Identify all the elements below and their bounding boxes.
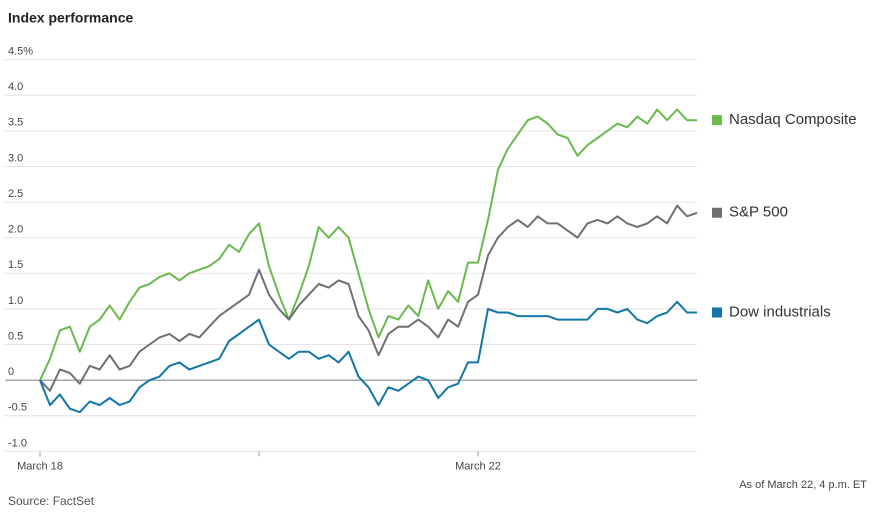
legend-swatch (712, 207, 722, 218)
y-tick-label: 3.0 (8, 152, 23, 164)
y-tick-label: 2.0 (8, 224, 23, 236)
y-tick-label: 1.5 (8, 259, 23, 271)
series-line (39, 300, 697, 414)
x-tick-label: March 22 (455, 460, 501, 472)
y-tick-label: 3.5 (8, 117, 23, 129)
legend-label: Dow industrials (729, 303, 831, 320)
timestamp-note: As of March 22, 4 p.m. ET (739, 479, 867, 491)
x-tick-label: March 18 (17, 460, 63, 472)
source-note: Source: FactSet (8, 494, 95, 508)
y-tick-label: 1.0 (8, 295, 23, 307)
series-line (39, 204, 698, 392)
y-tick-label: -0.5 (8, 402, 27, 414)
y-tick-label: 2.5 (8, 188, 23, 200)
y-tick-label: 4.5% (8, 46, 33, 58)
legend-label: Nasdaq Composite (729, 111, 857, 128)
lines-layer: Nasdaq Composite S&P 500 Dow industrials (39, 108, 857, 414)
series-line (39, 108, 697, 381)
y-tick-label: 0.5 (8, 330, 23, 342)
y-tick-label: 0 (8, 366, 14, 378)
legend-swatch (712, 115, 722, 126)
legend-swatch (712, 307, 722, 318)
y-tick-label: -1.0 (8, 437, 27, 449)
legend-label: S&P 500 (729, 204, 788, 221)
chart-title: Index performance (8, 10, 133, 26)
grid-layer: -1.0 -0.5 0 0.5 1.0 1.5 2.0 2.5 3.0 3.5 4.0 4.5% Mar… (5, 46, 697, 472)
y-tick-label: 4.0 (8, 81, 23, 93)
